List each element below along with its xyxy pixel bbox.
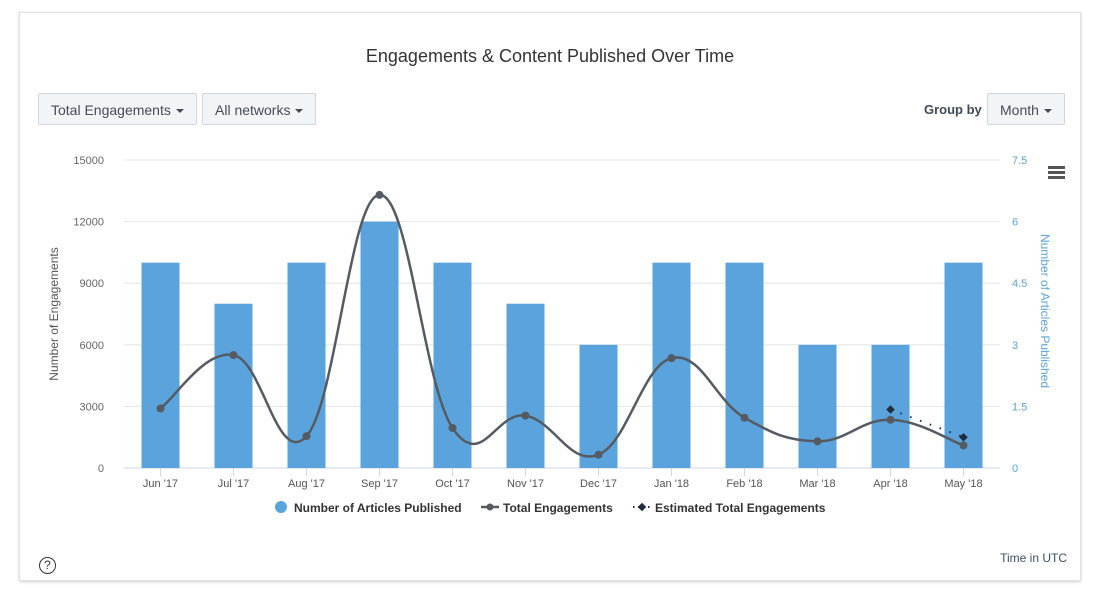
y-right-tick-label: 0 [1012,463,1018,475]
point-estimated-engagements [959,432,968,442]
caret-down-icon [175,109,184,114]
group-by-dropdown-label: Month [1000,102,1039,118]
bar-articles-published [360,221,399,468]
bar-articles-published [214,303,253,468]
bar-articles-published [433,262,472,468]
network-dropdown-label: All networks [215,102,291,118]
legend-engagements-symbol [481,503,499,511]
point-total-engagements [521,411,530,420]
caret-down-icon [295,109,304,114]
bar-articles-published [725,262,764,468]
point-total-engagements [229,351,238,360]
x-tick-label: Feb '18 [726,478,762,490]
legend-item-articles[interactable]: Number of Articles Published [275,500,462,516]
point-total-engagements [156,404,165,413]
legend-estimated-symbol [633,502,651,512]
x-tick-label: Aug '17 [288,478,325,490]
bar-articles-published [579,344,618,468]
chart-card: Engagements & Content Published Over Tim… [19,12,1081,581]
x-tick-label: Dec '17 [580,478,617,490]
point-estimated-engagements [886,405,895,414]
y-right-axis-title: Number of Articles Published [1038,234,1052,388]
metric-dropdown-label: Total Engagements [51,102,171,118]
y-right-tick-label: 3 [1012,340,1018,352]
x-tick-label: Sep '17 [361,478,398,490]
x-tick-label: Jul '17 [218,478,249,490]
legend-engagements-label: Total Engagements [503,501,613,515]
point-total-engagements [740,413,749,422]
legend-item-estimated[interactable]: Estimated Total Engagements [633,500,825,516]
point-total-engagements [594,450,603,459]
x-tick-label: Jun '17 [143,478,178,490]
timezone-label: Time in UTC [1000,551,1067,565]
group-by-dropdown[interactable]: Month [987,93,1065,125]
legend: Number of Articles Published Total Engag… [0,500,1095,516]
y-left-tick-label: 15000 [73,155,104,167]
y-right-tick-label: 4.5 [1012,278,1027,290]
x-tick-label: Apr '18 [873,478,908,490]
y-left-tick-label: 3000 [80,401,104,413]
legend-articles-label: Number of Articles Published [294,501,462,515]
legend-estimated-label: Estimated Total Engagements [655,501,826,515]
point-total-engagements [813,437,822,446]
bar-articles-published [798,344,837,468]
x-tick-label: Oct '17 [435,478,470,490]
x-tick-label: Nov '17 [507,478,544,490]
network-dropdown[interactable]: All networks [202,93,317,125]
caret-down-icon [1043,109,1052,114]
metric-dropdown[interactable]: Total Engagements [38,93,197,125]
help-icon[interactable]: ? [39,557,56,574]
bar-articles-published [141,262,180,468]
y-left-tick-label: 6000 [80,340,104,352]
bar-articles-published [506,303,545,468]
x-tick-label: Mar '18 [799,478,835,490]
point-total-engagements [302,432,311,441]
point-total-engagements [375,190,384,199]
x-tick-label: May '18 [944,478,982,490]
point-total-engagements [959,441,968,450]
point-total-engagements [448,423,457,432]
y-right-tick-label: 7.5 [1012,155,1027,167]
y-left-tick-label: 12000 [73,217,104,229]
y-left-axis-title: Number of Engagements [47,247,61,380]
y-left-tick-label: 0 [98,463,104,475]
legend-articles-symbol [275,501,287,513]
legend-item-engagements[interactable]: Total Engagements [481,500,613,516]
group-by-label: Group by [924,102,982,117]
chart-title: Engagements & Content Published Over Tim… [365,46,735,66]
y-right-tick-label: 1.5 [1012,401,1027,413]
point-total-engagements [886,415,895,424]
hamburger-menu-icon[interactable] [1048,166,1065,179]
point-total-engagements [667,354,676,363]
line-total-engagements [159,193,964,458]
x-tick-label: Jan '18 [654,478,689,490]
y-right-tick-label: 6 [1012,217,1018,229]
y-left-tick-label: 9000 [80,278,104,290]
